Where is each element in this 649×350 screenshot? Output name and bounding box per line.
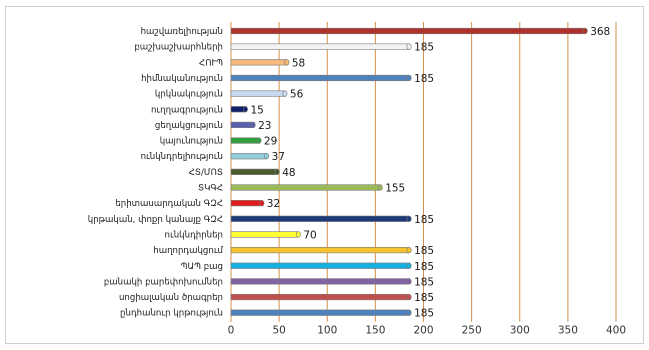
category-label: հաշվառելիության [141,27,223,37]
data-label: 155 [385,183,405,195]
x-tick-label: 350 [558,325,578,337]
bar [230,200,263,207]
bar-end-cap [264,153,270,160]
bar-end-cap [406,309,412,316]
bar [230,278,410,285]
data-label: 29 [264,136,277,148]
category-label: կրկնակություն [155,90,223,100]
category-label: ունկնդիրներ [165,230,223,240]
data-label: 56 [290,89,304,101]
category-label: ՀՈՒՊ [199,58,223,68]
data-label: 185 [414,261,434,273]
bar [230,247,410,254]
x-tick-label: 400 [606,325,626,337]
bar-end-cap [295,231,301,238]
category-label: սոցիալական ծրագրեր [119,293,223,303]
category-label: հիմնականություն [141,74,223,84]
bar-end-cap [582,27,588,35]
bar-end-cap [274,168,280,175]
bar [230,309,410,316]
bar [230,231,299,238]
gridlines [230,22,617,322]
data-label: 70 [303,229,316,241]
category-label: ցեղակցություն [155,121,223,131]
x-tick-label: 0 [228,325,235,337]
data-label: 185 [414,276,434,288]
x-tick-label: 250 [462,325,482,337]
category-label: բաշխաշխարհների [134,43,223,53]
data-label: 185 [414,292,434,304]
category-label: կայունություն [160,137,223,147]
bar-end-cap [242,106,248,113]
bar-end-cap [406,247,412,254]
x-axis-ticks: 0 50 100 150 200 250 300 350 400 [228,325,626,337]
data-label: 185 [414,245,434,257]
data-label: 185 [414,214,434,226]
bar [230,262,410,269]
bar-end-cap [377,184,383,191]
category-label: բանակի բարեփոխումներ [104,277,223,287]
bar [230,184,381,191]
x-tick-label: 100 [317,325,337,337]
bar [230,43,410,50]
bar [230,59,288,66]
category-label: հաղորդակցում [153,246,223,256]
bar-end-cap [259,200,265,207]
bar [230,153,267,160]
bar-end-cap [406,262,412,269]
category-label: երիտասարդական ԳԶՀ [115,199,223,209]
data-label: 32 [267,198,280,210]
bar [230,168,278,175]
data-label: 23 [258,120,271,132]
data-label: 48 [282,167,295,179]
category-labels: հաշվառելիության բաշխաշխարհների ՀՈՒՊ հիմնակա… [88,27,224,319]
bar [230,90,286,97]
data-label: 37 [272,151,285,163]
category-label: ուղղագրություն [151,105,223,115]
bar-end-cap [282,90,288,97]
data-label: 185 [414,73,434,85]
value-labels: 368 185 58 185 56 15 23 29 37 48 155 32 185 70 185 185 1… [250,26,610,320]
bar-end-cap [406,43,412,50]
data-label: 185 [414,308,434,320]
bar-end-cap [406,293,412,301]
bar-end-cap [284,59,290,66]
bar [230,74,410,82]
data-label: 15 [250,104,263,116]
bar-end-cap [406,215,412,222]
bar-end-cap [256,137,262,144]
x-tick-label: 200 [413,325,433,337]
category-label: ՏԿԳՀ [198,184,223,194]
x-tick-label: 300 [510,325,530,337]
category-label: ՀՏ/ՄՈՏ [189,168,223,178]
x-tick-label: 50 [272,325,285,337]
bar [230,121,254,128]
chart-frame: հաշվառելիության բաշխաշխարհների ՀՈՒՊ հիմնակա… [5,6,644,344]
data-label: 368 [590,26,610,38]
bar-end-cap [406,278,412,285]
data-label: 58 [292,57,305,69]
category-label: ունկնդրելիություն [141,152,223,162]
category-label: ընդհանուր կրթություն [120,309,223,319]
bars [230,27,588,316]
bar [230,293,410,301]
data-label: 185 [414,42,434,54]
bar [230,137,260,144]
category-label: կրթական, փոքր կանայք ԳԶՀ [88,215,223,225]
bar-end-cap [250,121,256,128]
bar [230,215,410,222]
bar-end-cap [406,74,412,82]
x-tick-label: 150 [365,325,385,337]
bar [230,27,586,35]
category-label: ՊԱՊ բաց [181,262,223,272]
bar-chart: հաշվառելիության բաշխաշխարհների ՀՈՒՊ հիմնակա… [88,22,626,337]
